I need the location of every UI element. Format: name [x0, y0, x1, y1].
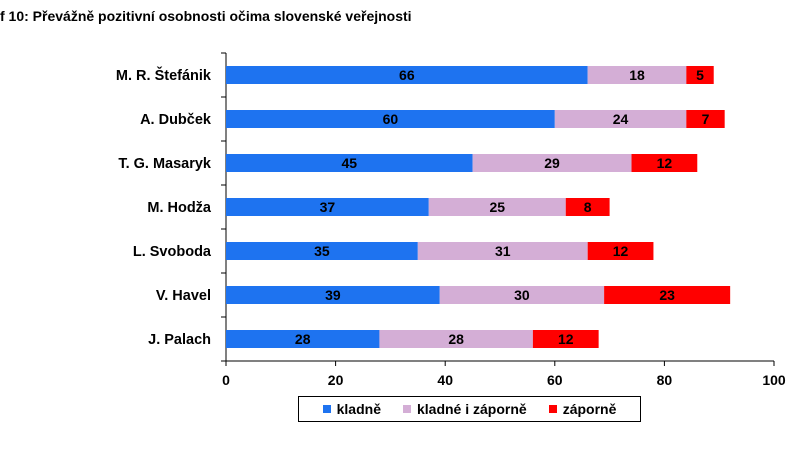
legend-swatch-kladne-i-zaporne	[402, 405, 411, 413]
legend-swatch-kladne	[322, 405, 331, 413]
data-label-kladne-j-palach: 28	[295, 331, 311, 347]
legend: kladně kladné i záporně záporně	[298, 396, 641, 422]
bar-kladne-i-zaporne-j-palach	[379, 330, 533, 348]
legend-swatch-zaporne	[548, 405, 557, 413]
category-label-l-svoboda: L. Svoboda	[133, 244, 212, 260]
data-label-zaporne-l-svoboda: 12	[613, 243, 629, 259]
category-label-m-r-stefanik: M. R. Štefánik	[116, 66, 212, 84]
data-label-kladne-v-havel: 39	[325, 287, 341, 303]
legend-label-kladne-i-zaporne: kladné i záporně	[416, 401, 527, 417]
bar-kladne-i-zaporne-t-g-masaryk	[472, 154, 632, 172]
bar-kladne-l-svoboda	[226, 242, 418, 260]
bar-kladne-i-zaporne-a-dubcek	[554, 110, 687, 128]
category-label-m-hodza: M. Hodža	[147, 200, 212, 216]
x-tick-label: 40	[437, 372, 453, 388]
bar-zaporne-j-palach	[532, 330, 599, 348]
data-label-kladne-m-hodza: 37	[320, 199, 336, 215]
category-label-t-g-masaryk: T. G. Masaryk	[118, 156, 212, 172]
bar-kladne-j-palach	[226, 330, 380, 348]
bar-kladne-i-zaporne-m-r-stefanik	[587, 66, 687, 84]
data-label-kladne-i-zaporne-m-r-stefanik: 18	[629, 67, 645, 83]
data-label-kladne-a-dubcek: 60	[383, 111, 399, 127]
data-label-kladne-m-r-stefanik: 66	[399, 67, 415, 83]
bar-kladne-i-zaporne-m-hodza	[428, 198, 566, 216]
data-label-zaporne-m-hodza: 8	[584, 199, 592, 215]
data-label-kladne-i-zaporne-l-svoboda: 31	[495, 243, 511, 259]
data-label-zaporne-j-palach: 12	[558, 331, 574, 347]
bar-kladne-i-zaporne-v-havel	[439, 286, 605, 304]
bar-zaporne-v-havel	[604, 286, 731, 304]
category-label-a-dubcek: A. Dubček	[140, 112, 212, 128]
bar-zaporne-m-r-stefanik	[686, 66, 714, 84]
data-label-kladne-i-zaporne-j-palach: 28	[448, 331, 464, 347]
bar-zaporne-l-svoboda	[587, 242, 654, 260]
bar-kladne-i-zaporne-l-svoboda	[417, 242, 588, 260]
x-tick-label: 20	[328, 372, 344, 388]
bar-kladne-m-r-stefanik	[226, 66, 588, 84]
data-label-kladne-i-zaporne-v-havel: 30	[514, 287, 530, 303]
bar-kladne-a-dubcek	[226, 110, 555, 128]
x-tick-label: 100	[762, 372, 786, 388]
legend-item-kladne: kladně	[322, 401, 381, 417]
legend-item-kladne-i-zaporne: kladné i záporně	[402, 401, 527, 417]
data-label-kladne-t-g-masaryk: 45	[342, 155, 358, 171]
x-tick-label: 0	[222, 372, 230, 388]
x-tick-label: 60	[547, 372, 563, 388]
bar-kladne-m-hodza	[226, 198, 429, 216]
data-label-kladne-i-zaporne-t-g-masaryk: 29	[544, 155, 560, 171]
bar-kladne-t-g-masaryk	[226, 154, 473, 172]
chart-title: f 10: Převážně pozitivní osobnosti očima…	[0, 8, 412, 24]
data-label-kladne-l-svoboda: 35	[314, 243, 330, 259]
data-label-zaporne-t-g-masaryk: 12	[657, 155, 673, 171]
bar-zaporne-m-hodza	[565, 198, 610, 216]
data-label-kladne-i-zaporne-m-hodza: 25	[489, 199, 505, 215]
category-label-v-havel: V. Havel	[156, 288, 211, 304]
bar-zaporne-a-dubcek	[686, 110, 725, 128]
bar-kladne-v-havel	[226, 286, 440, 304]
data-label-zaporne-m-r-stefanik: 5	[696, 67, 704, 83]
data-label-kladne-i-zaporne-a-dubcek: 24	[613, 111, 629, 127]
legend-label-zaporne: záporně	[562, 401, 617, 417]
legend-item-zaporne: záporně	[548, 401, 617, 417]
x-tick-label: 80	[657, 372, 673, 388]
bar-zaporne-t-g-masaryk	[631, 154, 698, 172]
category-label-j-palach: J. Palach	[148, 332, 211, 348]
data-label-zaporne-a-dubcek: 7	[702, 111, 710, 127]
legend-label-kladne: kladně	[336, 401, 381, 417]
data-label-zaporne-v-havel: 23	[659, 287, 675, 303]
